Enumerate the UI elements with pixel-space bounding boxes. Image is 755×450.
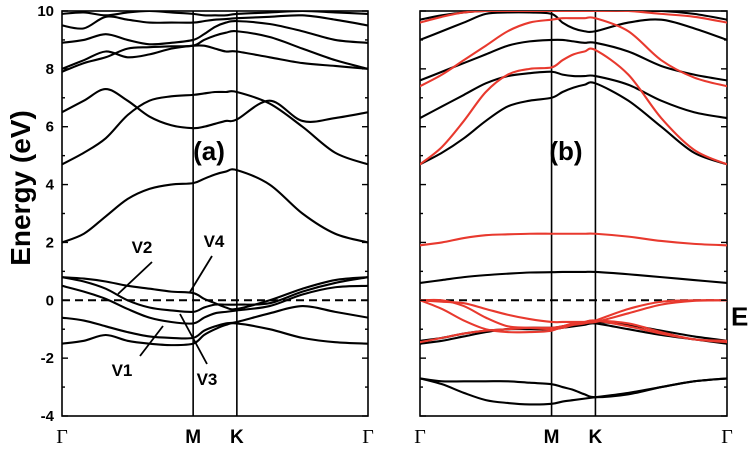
band-line-red-15: [420, 47, 727, 166]
band-line-black-10: [62, 20, 368, 46]
band-line-red-14: [420, 232, 727, 247]
panel-label: (b): [549, 136, 582, 166]
y-axis-label: Energy (eV): [5, 110, 36, 266]
y-tick-label: -2: [41, 350, 54, 367]
band-line-black-11: [62, 14, 368, 30]
band-line-black-1: [62, 305, 368, 340]
band-line-black-0: [62, 322, 368, 347]
annotation-pointer: [189, 255, 213, 293]
band-annotation: V1: [112, 361, 133, 380]
band-line-red-11: [420, 299, 727, 342]
band-line-black-6: [420, 70, 727, 120]
band-line-black-7: [62, 88, 368, 130]
fermi-level-label: E: [731, 301, 748, 331]
band-line-black-8: [420, 11, 727, 41]
x-tick-label: M: [185, 427, 201, 448]
band-line-black-3: [62, 276, 368, 314]
band-annotation: V4: [204, 232, 225, 251]
bands: [420, 11, 727, 406]
band-line-black-4: [62, 276, 368, 311]
x-tick-label: Γ: [721, 426, 733, 448]
band-line-black-6: [62, 90, 368, 166]
x-tick-label: M: [544, 427, 560, 448]
band-line-red-16: [420, 16, 727, 88]
band-line-red-12: [420, 298, 727, 331]
x-tick-label: Γ: [362, 426, 374, 448]
y-tick-label: 4: [46, 177, 55, 194]
x-tick-label: Γ: [414, 426, 426, 448]
panel-b: Γ M K Γ (b) E: [414, 10, 748, 448]
panel-a: -4 -2 0 2 4 6 8 10 Γ M K Γ (a) V1 V2 V3 V4: [37, 3, 373, 448]
y-tick-label: -4: [41, 408, 55, 425]
x-tick-label: Γ: [56, 426, 68, 448]
band-line-red-17: [420, 11, 727, 24]
y-tick-label: 2: [46, 234, 54, 251]
annotation-pointer: [117, 261, 153, 295]
band-line-black-8: [62, 30, 368, 73]
band-line-black-2: [62, 284, 368, 325]
band-line-black-5: [420, 81, 727, 166]
band-annotation: V3: [197, 370, 218, 389]
band-line-black-7: [420, 38, 727, 82]
annotation-pointer: [179, 313, 208, 365]
band-line-black-4: [420, 270, 727, 284]
y-tick-label: 10: [37, 3, 54, 20]
y-tick-label: 0: [46, 292, 54, 309]
y-tick-label: 8: [46, 61, 54, 78]
x-tick-label: K: [230, 427, 244, 448]
band-line-black-12: [62, 11, 368, 17]
x-tick-label: K: [589, 427, 603, 448]
annotation-pointer: [139, 325, 164, 357]
band-annotation: V2: [132, 238, 153, 257]
band-line-black-9: [62, 44, 368, 70]
band-line-black-5: [62, 168, 368, 244]
band-line-black-1: [420, 377, 727, 399]
bands: [62, 11, 368, 347]
y-tick-label: 6: [46, 119, 54, 136]
band-line-red-13: [420, 299, 727, 324]
panel-label: (a): [193, 136, 225, 166]
